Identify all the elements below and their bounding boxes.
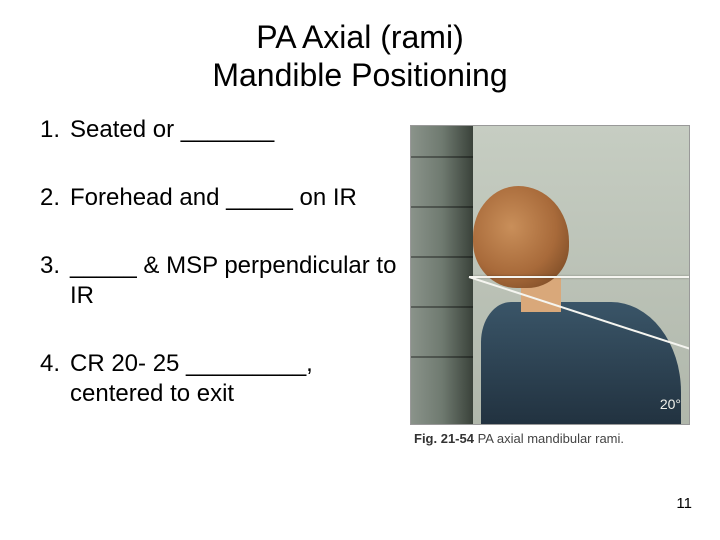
- figure-horizontal-line: [469, 276, 689, 278]
- content-area: 1. Seated or _______ 2. Forehead and ___…: [0, 95, 720, 447]
- list-text: _____ & MSP perpendicular to IR: [70, 251, 410, 311]
- list-column: 1. Seated or _______ 2. Forehead and ___…: [30, 115, 410, 447]
- figure-wall: [411, 126, 473, 424]
- figure-torso: [481, 302, 681, 425]
- list-number: 1.: [40, 115, 70, 145]
- positioning-figure: 20°: [410, 125, 690, 425]
- figure-caption: Fig. 21-54 PA axial mandibular rami.: [410, 431, 690, 446]
- list-text: Forehead and _____ on IR: [70, 183, 410, 213]
- list-number: 2.: [40, 183, 70, 213]
- figure-column: 20° Fig. 21-54 PA axial mandibular rami.: [410, 115, 690, 447]
- caption-text: PA axial mandibular rami.: [474, 431, 624, 446]
- page-number: 11: [676, 495, 692, 512]
- title-line2: Mandible Positioning: [212, 57, 507, 93]
- list-item: 3. _____ & MSP perpendicular to IR: [40, 251, 410, 311]
- list-item: 2. Forehead and _____ on IR: [40, 183, 410, 213]
- title-line1: PA Axial (rami): [256, 19, 463, 55]
- list-item: 1. Seated or _______: [40, 115, 410, 145]
- list-text: CR 20- 25 _________, centered to exit: [70, 349, 410, 409]
- caption-prefix: Fig. 21-54: [414, 431, 474, 446]
- list-number: 4.: [40, 349, 70, 409]
- list-number: 3.: [40, 251, 70, 311]
- list-text: Seated or _______: [70, 115, 410, 145]
- list-item: 4. CR 20- 25 _________, centered to exit: [40, 349, 410, 409]
- figure-angle-label: 20°: [660, 396, 681, 412]
- slide-title: PA Axial (rami) Mandible Positioning: [0, 0, 720, 95]
